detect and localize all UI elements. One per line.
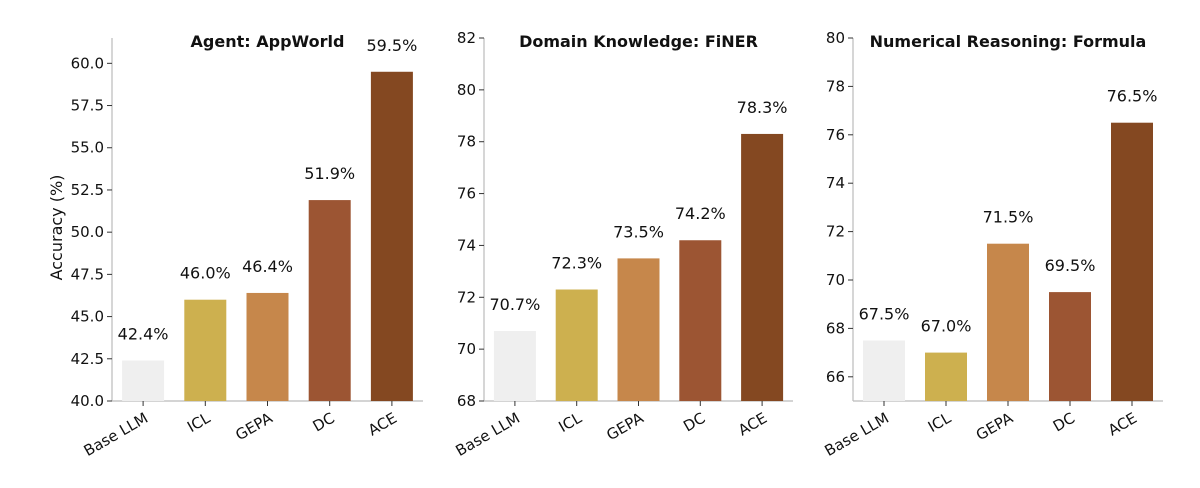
- y-tick-label: 80: [826, 29, 845, 47]
- data-label: 78.3%: [737, 98, 788, 117]
- x-tick-label: ICL: [184, 409, 214, 437]
- data-label: 67.5%: [859, 305, 910, 324]
- y-tick-label: 76: [826, 126, 845, 144]
- x-tick-label: Base LLM: [452, 409, 522, 460]
- y-tick-label: 74: [457, 236, 476, 254]
- data-label: 46.4%: [242, 257, 293, 276]
- x-tick-label: DC: [310, 409, 338, 436]
- bar-ace: [1111, 122, 1153, 401]
- y-tick-label: 66: [826, 368, 845, 386]
- x-tick-label: Base LLM: [81, 409, 151, 460]
- x-tick-label: ICL: [925, 409, 955, 437]
- chart-title: Agent: AppWorld: [191, 32, 345, 51]
- bar-base-llm: [863, 340, 905, 401]
- x-tick-label: ACE: [365, 409, 400, 440]
- data-label: 70.7%: [489, 295, 540, 314]
- chart-title: Domain Knowledge: FiNER: [519, 32, 758, 51]
- bar-gepa: [617, 258, 660, 401]
- bar-icl: [925, 352, 967, 401]
- y-tick-label: 68: [457, 392, 476, 410]
- bar-dc: [679, 240, 722, 401]
- y-tick-label: 80: [457, 81, 476, 99]
- y-tick-label: 72: [457, 288, 476, 306]
- data-label: 72.3%: [551, 254, 602, 273]
- y-tick-label: 40.0: [71, 392, 104, 410]
- x-tick-label: ACE: [1105, 409, 1140, 440]
- y-axis-label: Accuracy (%): [47, 175, 66, 281]
- y-tick-label: 57.5: [71, 97, 104, 115]
- bar-icl: [184, 299, 227, 401]
- bar-ace: [741, 133, 784, 401]
- bar-dc: [308, 200, 351, 401]
- x-tick-label: GEPA: [232, 409, 276, 445]
- y-tick-label: 78: [457, 133, 476, 151]
- bar-ace: [370, 71, 413, 401]
- bar-icl: [555, 289, 598, 401]
- x-tick-label: GEPA: [603, 409, 647, 445]
- data-label: 51.9%: [304, 164, 355, 183]
- y-tick-label: 42.5: [71, 350, 104, 368]
- x-tick-label: ICL: [556, 409, 586, 437]
- x-tick-label: ACE: [735, 409, 770, 440]
- chart-title: Numerical Reasoning: Formula: [870, 32, 1147, 51]
- data-label: 71.5%: [983, 208, 1034, 227]
- y-tick-label: 70: [457, 340, 476, 358]
- data-label: 59.5%: [366, 36, 417, 55]
- bar-gepa: [246, 292, 289, 401]
- y-tick-label: 45.0: [71, 308, 104, 326]
- x-tick-label: DC: [680, 409, 708, 436]
- y-tick-label: 76: [457, 185, 476, 203]
- y-tick-label: 82: [457, 29, 476, 47]
- data-label: 76.5%: [1107, 87, 1158, 106]
- data-label: 42.4%: [118, 324, 169, 343]
- bar-base-llm: [493, 330, 536, 401]
- y-tick-label: 60.0: [71, 54, 104, 72]
- x-tick-label: GEPA: [973, 409, 1017, 445]
- x-tick-label: Base LLM: [822, 409, 892, 460]
- y-tick-label: 50.0: [71, 223, 104, 241]
- y-tick-label: 68: [826, 319, 845, 337]
- data-label: 74.2%: [675, 204, 726, 223]
- data-label: 46.0%: [180, 264, 231, 283]
- y-tick-label: 78: [826, 77, 845, 95]
- y-tick-label: 72: [826, 223, 845, 241]
- data-label: 67.0%: [921, 317, 972, 336]
- y-tick-label: 70: [826, 271, 845, 289]
- bar-gepa: [987, 243, 1029, 401]
- bar-base-llm: [122, 360, 165, 401]
- data-label: 69.5%: [1045, 256, 1096, 275]
- data-label: 73.5%: [613, 222, 664, 241]
- bar-dc: [1049, 292, 1091, 401]
- x-tick-label: DC: [1050, 409, 1078, 436]
- y-tick-label: 52.5: [71, 181, 104, 199]
- y-tick-label: 47.5: [71, 265, 104, 283]
- y-tick-label: 74: [826, 174, 845, 192]
- y-tick-label: 55.0: [71, 139, 104, 157]
